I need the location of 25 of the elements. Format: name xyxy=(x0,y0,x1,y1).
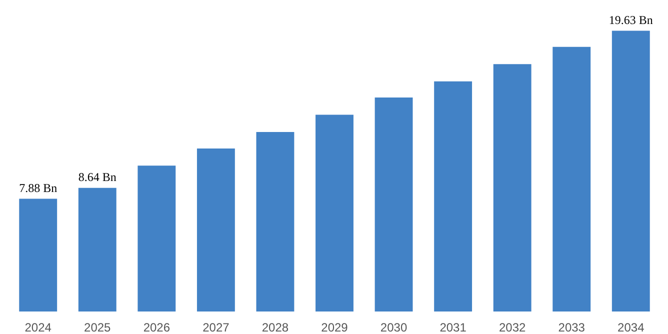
x-tick-label: 2031 xyxy=(440,320,467,334)
bar xyxy=(612,30,650,312)
bar xyxy=(138,166,176,312)
x-tick-label: 2030 xyxy=(380,320,408,334)
bar xyxy=(19,198,58,312)
bar xyxy=(493,64,532,312)
bar xyxy=(434,81,472,312)
x-tick-label: 2026 xyxy=(143,320,170,334)
bar xyxy=(196,148,235,312)
x-tick-label: 2024 xyxy=(24,320,52,334)
bar xyxy=(256,132,294,312)
data-label: 19.63 Bn xyxy=(608,12,653,27)
bar xyxy=(316,114,354,312)
x-tick-label: 2033 xyxy=(558,320,586,334)
x-tick-label: 2028 xyxy=(262,320,289,334)
x-tick-label: 2029 xyxy=(321,320,348,334)
data-label: 8.64 Bn xyxy=(78,170,116,184)
bar xyxy=(552,46,591,312)
bar xyxy=(374,98,413,312)
data-label: 7.88 Bn xyxy=(19,180,58,195)
bar xyxy=(78,188,116,312)
x-tick-label: 2032 xyxy=(498,320,526,334)
x-tick-label: 2025 xyxy=(84,320,112,334)
x-tick-label: 2034 xyxy=(618,320,645,334)
x-tick-label: 2027 xyxy=(202,320,230,334)
